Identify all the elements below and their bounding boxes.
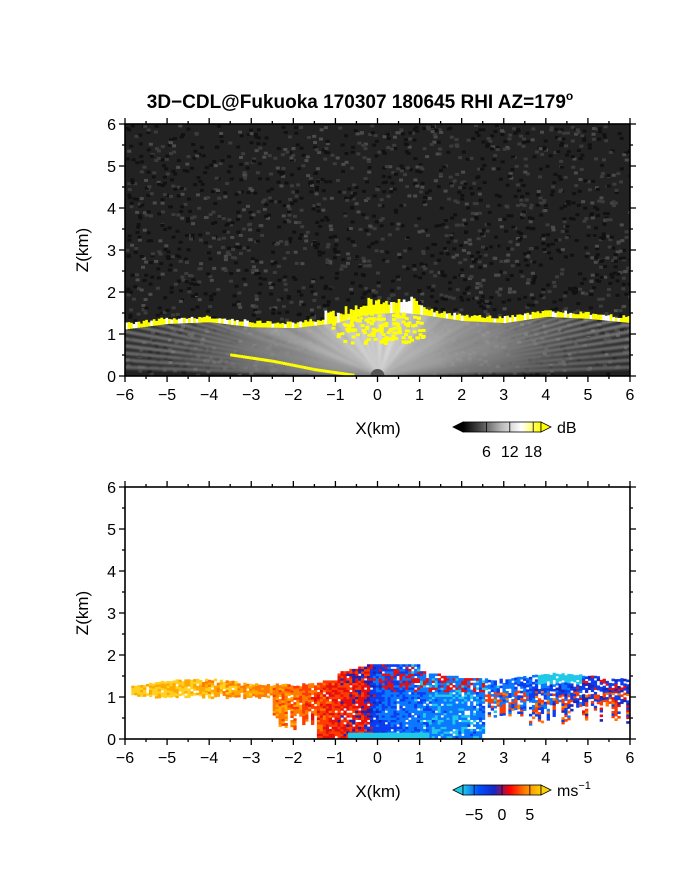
beam-fan: [125, 308, 630, 376]
colorbar-tick-label: −5: [465, 807, 483, 824]
velocity-y-axis-label: Z(km): [73, 591, 92, 635]
y-tick-label: 2: [107, 648, 116, 665]
colorbar-max-triangle: [540, 421, 552, 433]
colorbar-min-triangle: [452, 784, 464, 796]
colorbar-tick-label: 0: [498, 807, 507, 824]
intensity-field: [125, 124, 630, 376]
x-tick-label: 6: [626, 387, 635, 404]
colorbar-tick-label: 18: [524, 444, 542, 461]
x-tick-label: 2: [457, 387, 466, 404]
x-tick-label: −5: [158, 750, 176, 767]
x-tick-label: 3: [499, 750, 508, 767]
velocity-field: [131, 664, 630, 739]
x-tick-label: −4: [200, 750, 218, 767]
colorbar-tick-label: 5: [525, 807, 534, 824]
y-tick-label: 5: [107, 522, 116, 539]
velocity-colorbar-unit: ms−1: [557, 780, 591, 800]
x-tick-label: 5: [583, 750, 592, 767]
y-tick-label: 2: [107, 285, 116, 302]
colorbar-tick-label: 6: [482, 444, 491, 461]
x-tick-label: −6: [116, 750, 134, 767]
x-tick-label: −4: [200, 387, 218, 404]
velocity-colorbar-tick-labels: −5 0 5: [465, 807, 534, 824]
y-tick-label: 1: [107, 327, 116, 344]
x-tick-label: 1: [415, 387, 424, 404]
y-tick-label: 4: [107, 564, 116, 581]
colorbar-tick-label: 12: [501, 444, 519, 461]
colorbar-gradient: [462, 421, 542, 433]
lidar-site-marker: [370, 369, 385, 376]
intensity-colorbar-unit: dB: [557, 420, 577, 437]
cloud-base-band: [125, 296, 630, 376]
y-tick-label: 5: [107, 159, 116, 176]
x-tick-label: 2: [457, 750, 466, 767]
colorbar-max-triangle: [540, 784, 552, 796]
intensity-y-axis-label: Z(km): [73, 228, 92, 272]
x-tick-label: 4: [541, 387, 550, 404]
velocity-x-tick-labels: −6 −5 −4 −3 −2 −1 0 1 2 3 4 5 6: [116, 750, 635, 767]
x-tick-label: 4: [541, 750, 550, 767]
y-tick-label: 4: [107, 201, 116, 218]
y-tick-label: 3: [107, 243, 116, 260]
y-tick-label: 0: [107, 732, 116, 749]
intensity-colorbar-tick-labels: 6 12 18: [482, 444, 542, 461]
x-tick-label: 1: [415, 750, 424, 767]
x-tick-label: −3: [242, 750, 260, 767]
x-tick-label: −1: [326, 387, 344, 404]
x-tick-label: 5: [583, 387, 592, 404]
x-tick-label: 6: [626, 750, 635, 767]
velocity-y-tick-labels: 0 1 2 3 4 5 6: [107, 480, 116, 749]
y-tick-label: 6: [107, 117, 116, 134]
velocity-ticks: [119, 481, 636, 745]
y-tick-label: 0: [107, 369, 116, 386]
colorbar-min-triangle: [452, 421, 464, 433]
velocity-x-axis-label: X(km): [355, 782, 400, 801]
intensity-colorbar: [452, 421, 552, 433]
x-tick-label: −2: [284, 750, 302, 767]
intensity-ticks: [119, 118, 636, 382]
x-tick-label: −1: [326, 750, 344, 767]
x-tick-label: −6: [116, 387, 134, 404]
x-tick-label: −2: [284, 387, 302, 404]
x-tick-label: −5: [158, 387, 176, 404]
intensity-x-tick-labels: −6 −5 −4 −3 −2 −1 0 1 2 3 4 5 6: [116, 387, 635, 404]
figure-title: 3D−CDL@Fukuoka 170307 180645 RHI AZ=179o: [147, 89, 574, 113]
x-tick-label: −3: [242, 387, 260, 404]
y-tick-label: 6: [107, 480, 116, 497]
x-tick-label: 0: [373, 750, 382, 767]
velocity-cells: [131, 664, 630, 739]
x-tick-label: 3: [499, 387, 508, 404]
y-tick-label: 3: [107, 606, 116, 623]
intensity-y-tick-labels: 0 1 2 3 4 5 6: [107, 117, 116, 386]
y-tick-label: 1: [107, 690, 116, 707]
intensity-x-axis-label: X(km): [355, 419, 400, 438]
velocity-colorbar: [452, 784, 552, 796]
x-tick-label: 0: [373, 387, 382, 404]
